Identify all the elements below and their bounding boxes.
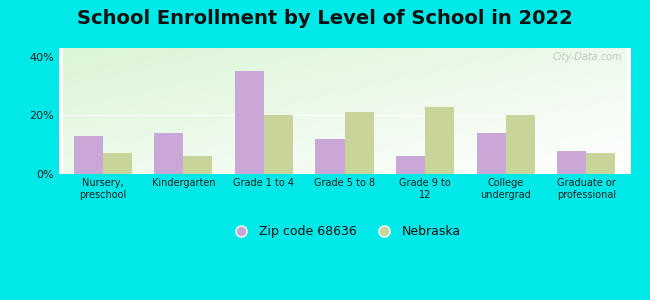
Bar [154, 133, 183, 174]
Bar [557, 151, 586, 174]
Bar [476, 133, 506, 174]
Bar [425, 106, 454, 174]
Bar [103, 154, 132, 174]
Bar [506, 116, 535, 174]
Bar [344, 112, 374, 174]
Bar [235, 71, 264, 174]
Bar [264, 116, 293, 174]
Legend: Zip code 68636, Nebraska: Zip code 68636, Nebraska [224, 220, 465, 243]
Text: City-Data.com: City-Data.com [552, 52, 622, 62]
Bar [586, 154, 615, 174]
Bar [315, 139, 344, 174]
Bar [183, 156, 213, 174]
Text: School Enrollment by Level of School in 2022: School Enrollment by Level of School in … [77, 9, 573, 28]
Bar [74, 136, 103, 174]
Bar [396, 156, 425, 174]
